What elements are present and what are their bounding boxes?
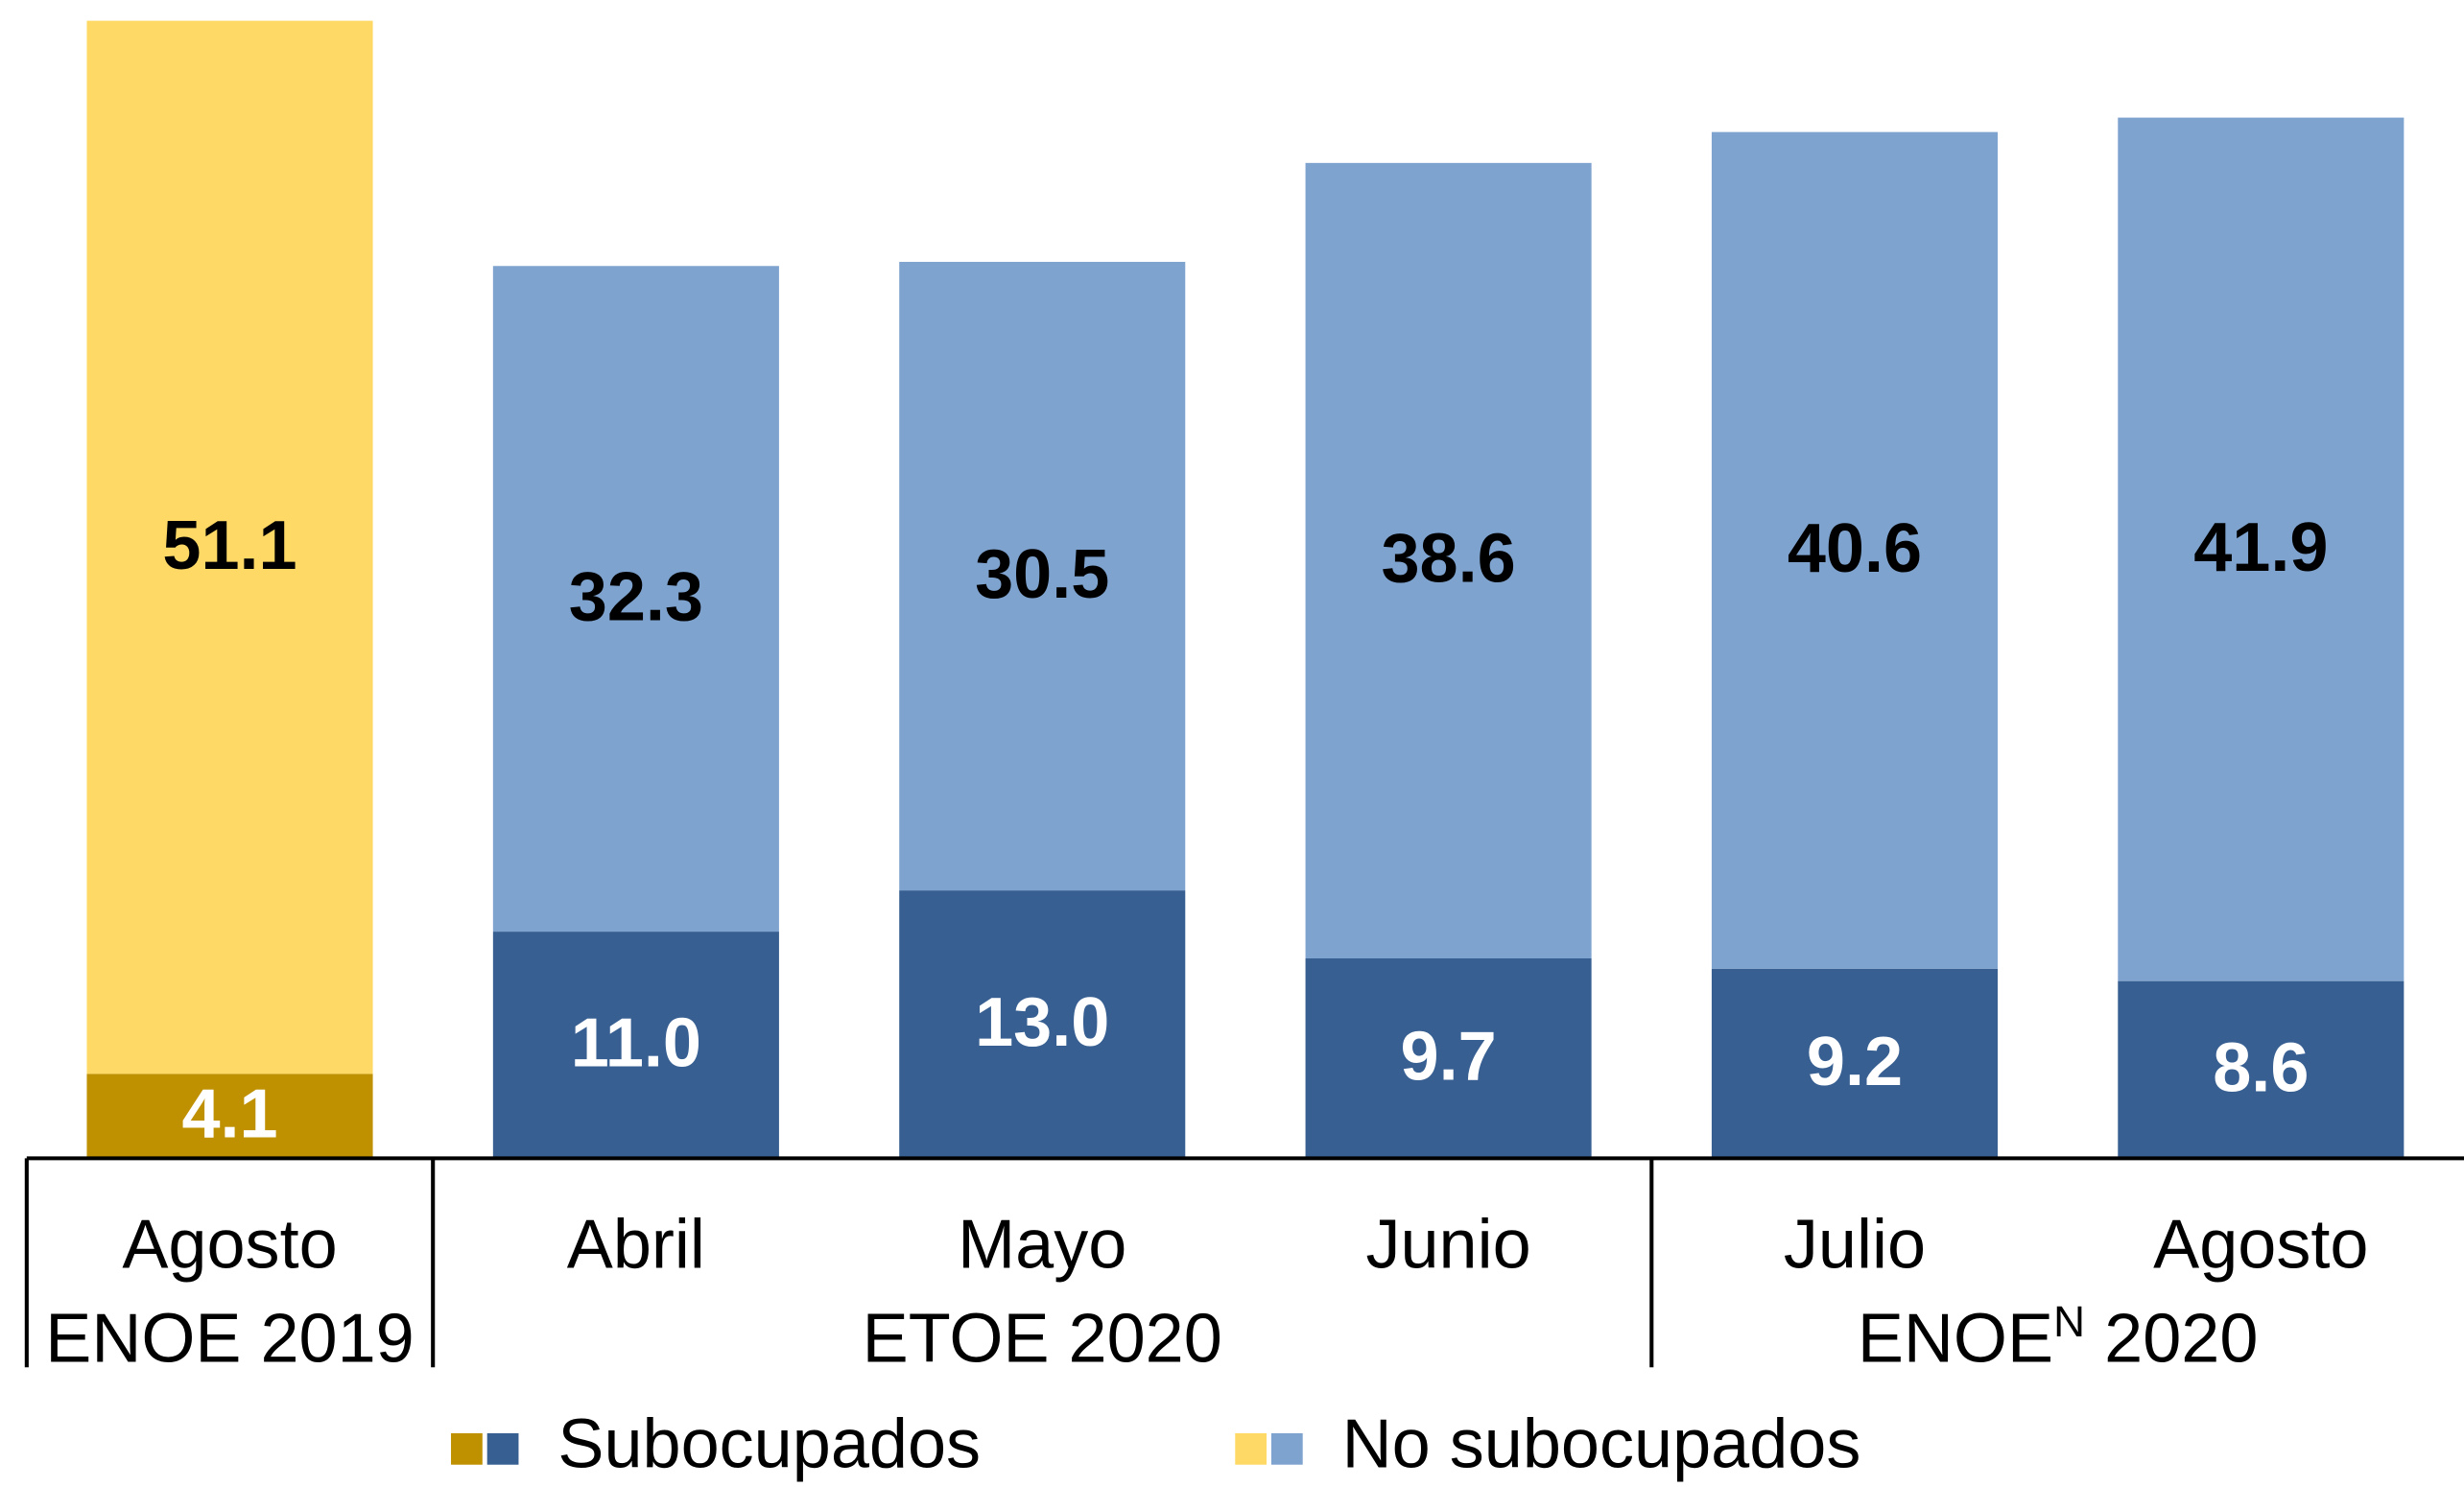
group-label-superscript: N xyxy=(2053,1296,2085,1346)
legend-swatch xyxy=(1235,1432,1268,1465)
data-label: 40.6 xyxy=(1788,510,1922,587)
x-tick-label: Mayo xyxy=(958,1206,1126,1283)
bar-segment xyxy=(1305,162,1592,959)
data-label: 9.2 xyxy=(1807,1024,1903,1100)
legend-label: Subocupados xyxy=(557,1405,981,1482)
bar-segment xyxy=(492,932,779,1159)
data-label: 51.1 xyxy=(162,507,296,584)
legend-swatch xyxy=(451,1432,483,1465)
bar-segment xyxy=(2118,117,2405,981)
bar-segment xyxy=(899,261,1186,891)
group-label-text: ETOE 2020 xyxy=(863,1301,1222,1378)
x-tick-label: Agosto xyxy=(2153,1206,2368,1283)
bar-segment xyxy=(1711,968,1998,1159)
data-label: 30.5 xyxy=(975,536,1109,613)
data-label: 9.7 xyxy=(1401,1018,1497,1095)
data-label: 32.3 xyxy=(569,558,703,635)
bar-segment xyxy=(86,20,373,1074)
legend-swatch xyxy=(1270,1432,1303,1465)
group-label-text: 2020 xyxy=(2085,1301,2258,1378)
bar-segment xyxy=(86,1074,373,1159)
legend-swatch xyxy=(486,1432,519,1465)
group-label-text: ENOE xyxy=(1858,1301,2053,1378)
group-label-text: ENOE 2019 xyxy=(45,1301,414,1378)
data-label: 38.6 xyxy=(1381,521,1515,598)
group-label: ETOE 2020 xyxy=(863,1301,1222,1378)
data-label: 41.9 xyxy=(2193,509,2328,586)
bar-segment xyxy=(1711,131,1998,969)
x-tick-label: Abril xyxy=(567,1206,705,1283)
data-label: 13.0 xyxy=(975,984,1109,1061)
group-label: ENOEN 2020 xyxy=(1858,1296,2259,1378)
group-label: ENOE 2019 xyxy=(45,1301,414,1378)
x-tick-label: Junio xyxy=(1365,1206,1530,1283)
data-label: 11.0 xyxy=(571,1005,701,1082)
x-tick-label: Agosto xyxy=(122,1206,337,1283)
bar-segment xyxy=(899,890,1186,1159)
bar-segment xyxy=(492,266,779,932)
bar-segment xyxy=(2118,980,2405,1159)
x-tick-label: Julio xyxy=(1784,1206,1926,1283)
legend-label: No subocupados xyxy=(1342,1405,1861,1482)
data-label: 4.1 xyxy=(181,1076,277,1153)
data-label: 8.6 xyxy=(2213,1029,2309,1106)
bar-segment xyxy=(1305,958,1592,1159)
